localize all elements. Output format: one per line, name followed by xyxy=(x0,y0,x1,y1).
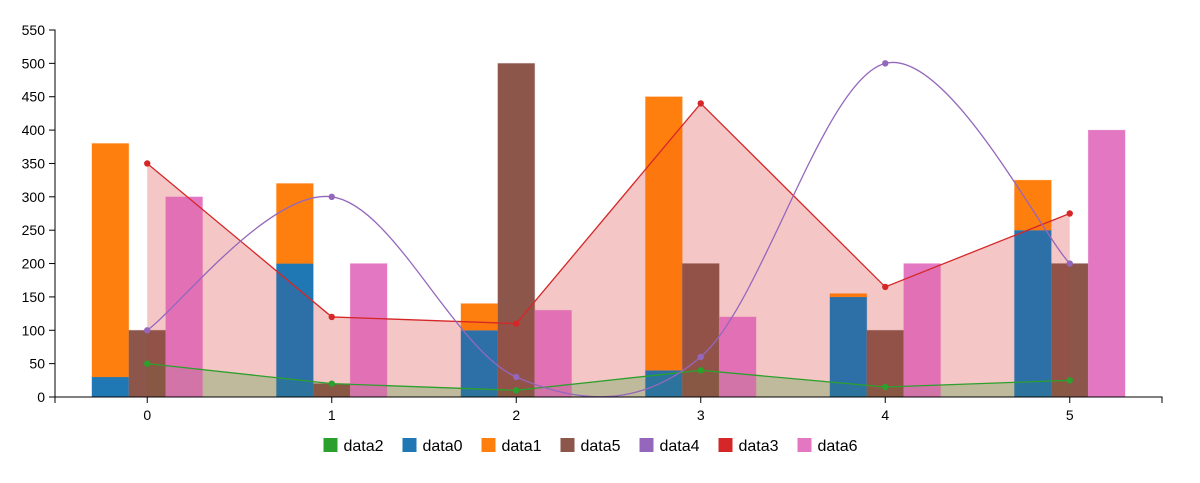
x-tick-label: 3 xyxy=(697,407,705,423)
data6-bar-1 xyxy=(349,263,388,398)
x-tick-label: 2 xyxy=(512,407,520,423)
data2-point-3 xyxy=(697,367,704,374)
data1-bar-3 xyxy=(644,96,683,371)
legend[interactable]: data2 data0 data1 data5 data4 data3 data6 xyxy=(323,438,858,455)
legend-item-data0[interactable]: data0 xyxy=(402,438,463,455)
data3-point-4 xyxy=(882,283,889,291)
x-tick-label: 0 xyxy=(143,407,151,423)
x-tick-label: 1 xyxy=(328,407,336,423)
legend-item-data1[interactable]: data1 xyxy=(481,438,542,455)
y-tick-label: 400 xyxy=(22,122,46,138)
y-tick-label: 0 xyxy=(37,389,45,405)
legend-label-data2: data2 xyxy=(344,438,384,455)
data2-line xyxy=(147,362,1070,391)
data3-point-1 xyxy=(328,313,335,321)
legend-swatch-data5 xyxy=(560,438,575,452)
data1-bar-1 xyxy=(275,182,314,265)
y-tick-label: 500 xyxy=(22,55,46,71)
data2-point-4 xyxy=(882,383,889,391)
data6-bar-0 xyxy=(165,196,204,398)
data1-bar-0 xyxy=(91,142,130,378)
data6-bar-2 xyxy=(534,309,573,398)
data2-point-5 xyxy=(1066,377,1073,384)
legend-item-data4[interactable]: data4 xyxy=(639,438,700,455)
legend-label-data0: data0 xyxy=(423,438,463,455)
legend-label-data4: data4 xyxy=(660,438,700,455)
legend-swatch-data3 xyxy=(718,438,733,452)
data1-bar-2 xyxy=(460,303,499,331)
data3-area-overlay xyxy=(147,103,1070,398)
legend-label-data6: data6 xyxy=(818,438,858,455)
data4-point-1 xyxy=(328,193,335,201)
y-tick-label: 350 xyxy=(22,155,46,171)
data6-bar-3 xyxy=(718,316,757,398)
y-tick-label: 450 xyxy=(22,89,46,105)
data0-bar-0 xyxy=(91,376,130,398)
y-tick-label: 550 xyxy=(22,22,46,38)
legend-label-data5: data5 xyxy=(581,438,621,455)
y-axis-line xyxy=(49,29,56,398)
data2-point-1 xyxy=(328,380,335,387)
legend-item-data3[interactable]: data3 xyxy=(718,438,779,455)
data6-bar-5 xyxy=(1087,129,1126,398)
data4-point-3 xyxy=(697,353,704,361)
y-tick-label: 200 xyxy=(22,256,46,272)
data3-point-0 xyxy=(144,160,151,167)
legend-swatch-data1 xyxy=(481,438,496,452)
legend-item-data2[interactable]: data2 xyxy=(323,438,384,455)
data2-point-2 xyxy=(513,387,520,394)
line-layer xyxy=(146,61,1071,398)
legend-swatch-data2 xyxy=(323,438,338,452)
data3-point-3 xyxy=(697,100,704,107)
data4-point-2 xyxy=(513,373,520,381)
data4-point-4 xyxy=(882,60,889,67)
data4-point-5 xyxy=(1066,260,1073,267)
legend-item-data5[interactable]: data5 xyxy=(560,438,621,455)
data1-bar-5 xyxy=(1013,179,1052,231)
legend-swatch-data0 xyxy=(402,438,417,452)
data6-bar-4 xyxy=(903,263,942,398)
data2-point-0 xyxy=(144,360,151,367)
data1-bar-4 xyxy=(829,293,868,298)
y-tick-label: 250 xyxy=(22,222,46,238)
legend-swatch-data6 xyxy=(797,438,812,452)
axes: 0 50 100 150 200 250 300 350 400 450 500 550 0 1 2 3 4 5 xyxy=(22,22,1163,423)
point-layer xyxy=(144,60,1073,394)
legend-item-data6[interactable]: data6 xyxy=(797,438,858,455)
data4-point-0 xyxy=(144,327,151,334)
y-tick-label: 300 xyxy=(22,189,46,205)
data4-line xyxy=(146,61,1071,398)
x-axis-line xyxy=(54,396,1163,403)
y-tick-label: 150 xyxy=(22,289,46,305)
x-tick-label: 4 xyxy=(881,407,889,423)
legend-label-data1: data1 xyxy=(502,438,542,455)
x-tick-label: 5 xyxy=(1066,407,1074,423)
legend-label-data3: data3 xyxy=(739,438,779,455)
legend-swatch-data4 xyxy=(639,438,654,452)
data3-point-5 xyxy=(1066,210,1073,217)
bar-layer xyxy=(91,62,1126,398)
y-tick-label: 50 xyxy=(29,356,45,372)
y-tick-label: 100 xyxy=(22,322,46,338)
data3-line xyxy=(146,102,1070,325)
data3-point-2 xyxy=(513,320,520,327)
